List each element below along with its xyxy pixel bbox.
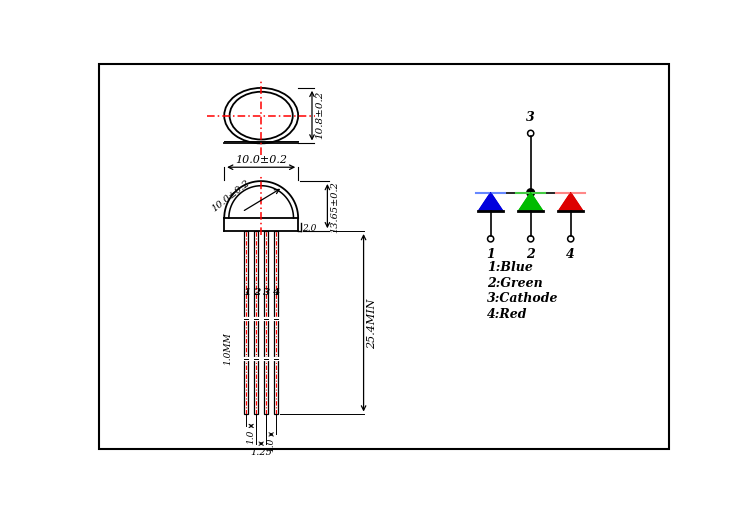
Text: 1.0MM: 1.0MM	[224, 332, 232, 364]
Text: 10.0±0.2: 10.0±0.2	[236, 155, 287, 165]
Polygon shape	[478, 193, 503, 212]
Circle shape	[526, 189, 535, 197]
Bar	[244, 232, 248, 415]
Text: 2: 2	[254, 288, 260, 297]
Text: 3: 3	[526, 110, 535, 123]
Text: 2:Green: 2:Green	[487, 276, 542, 289]
Bar	[274, 232, 278, 415]
Text: 3: 3	[263, 288, 271, 297]
Text: 1: 1	[243, 288, 250, 297]
Text: 2: 2	[526, 247, 535, 260]
Text: 3:Cathode: 3:Cathode	[487, 292, 558, 304]
Text: 4: 4	[566, 247, 575, 260]
Text: 1.0: 1.0	[267, 437, 276, 451]
Text: 1: 1	[486, 247, 495, 260]
Text: 10.8±0.2: 10.8±0.2	[315, 91, 324, 139]
Text: 25.4MIN: 25.4MIN	[367, 298, 376, 348]
Polygon shape	[559, 193, 583, 212]
Text: 1:Blue: 1:Blue	[487, 261, 532, 274]
Text: 4: 4	[273, 288, 280, 297]
Text: 1.0: 1.0	[247, 429, 256, 443]
Text: 1.25: 1.25	[251, 447, 272, 456]
Polygon shape	[518, 193, 543, 212]
Bar	[254, 232, 258, 415]
Text: 4:Red: 4:Red	[487, 307, 527, 320]
Text: 2.0: 2.0	[302, 223, 316, 232]
Text: 13.65±0.2: 13.65±0.2	[331, 181, 340, 233]
Bar	[264, 232, 268, 415]
Text: 10.0±0.2: 10.0±0.2	[210, 178, 251, 213]
